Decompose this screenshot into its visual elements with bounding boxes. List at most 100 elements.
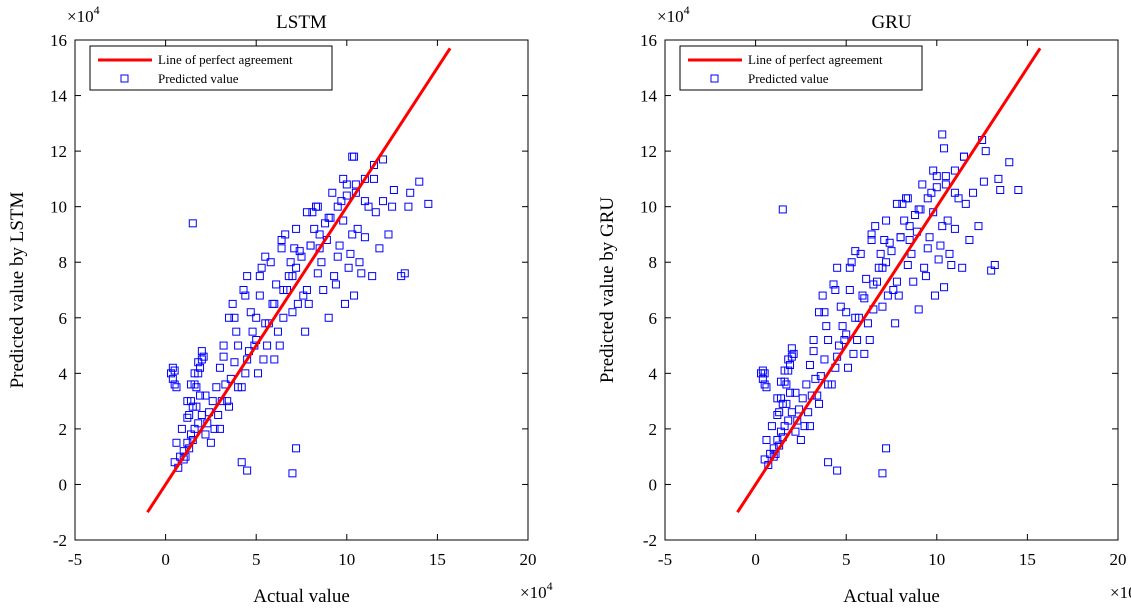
scatter-point	[351, 180, 360, 189]
scatter-point	[760, 380, 769, 389]
scatter-point	[215, 424, 224, 433]
scatter-point	[787, 344, 796, 353]
scatter-point	[237, 458, 246, 467]
y-tick-label: 16	[50, 31, 67, 50]
scatter-point	[257, 263, 266, 272]
scatter-point	[317, 258, 326, 267]
scatter-point	[769, 452, 778, 461]
scatter-point	[824, 380, 833, 389]
scatter-point	[815, 308, 824, 317]
y-tick-label: 10	[50, 198, 67, 217]
scatter-point	[981, 147, 990, 156]
y-tick-label: 8	[649, 253, 658, 272]
scatter-point	[201, 430, 210, 439]
scatter-point	[302, 208, 311, 217]
scatter-point	[313, 202, 322, 211]
scatter-point	[847, 258, 856, 267]
scatter-point	[243, 272, 252, 281]
scatter-point	[883, 291, 892, 300]
scatter-point	[969, 188, 978, 197]
scatter-point	[335, 241, 344, 250]
scatter-point	[281, 230, 290, 239]
scatter-point	[923, 194, 932, 203]
scatter-point	[344, 263, 353, 272]
scatter-point	[279, 313, 288, 322]
y-tick-label: 2	[649, 420, 658, 439]
scatter-point	[288, 469, 297, 478]
scatter-point	[355, 258, 364, 267]
scatter-point	[170, 366, 179, 375]
scatter-point	[415, 177, 424, 186]
scatter-point	[368, 272, 377, 281]
scatter-point	[288, 272, 297, 281]
scatter-point	[878, 469, 887, 478]
scatter-point	[941, 180, 950, 189]
x-tick-label: 20	[1110, 550, 1127, 569]
data-layer	[736, 47, 1042, 514]
legend-label-predicted: Predicted value	[158, 71, 239, 86]
scatter-point	[310, 224, 319, 233]
scatter-point	[201, 391, 210, 400]
y-tick-label: 4	[649, 364, 658, 383]
scatter-point	[892, 277, 901, 286]
y-tick-label: 12	[640, 142, 657, 161]
scatter-point	[892, 199, 901, 208]
scatter-point	[234, 341, 243, 350]
scatter-point	[959, 152, 968, 161]
scatter-point	[961, 199, 970, 208]
scatter-point	[404, 202, 413, 211]
scatter-point	[210, 424, 219, 433]
scatter-point	[789, 349, 798, 358]
scatter-point	[940, 144, 949, 153]
scatter-point	[862, 274, 871, 283]
y-scale-exponent: 4	[684, 3, 690, 17]
scatter-point	[914, 205, 923, 214]
scatter-point	[360, 197, 369, 206]
x-tick-label: 15	[1019, 550, 1036, 569]
scatter-point	[333, 202, 342, 211]
scatter-point	[214, 411, 223, 419]
reference-line	[736, 47, 1042, 514]
scatter-point	[196, 363, 205, 372]
scatter-point	[842, 308, 851, 317]
scatter-point	[780, 366, 789, 375]
scatter-point	[876, 249, 885, 258]
scatter-point	[938, 130, 947, 139]
scatter-point	[938, 222, 947, 231]
y-tick-label: 16	[640, 31, 657, 50]
scatter-point	[791, 388, 800, 397]
scatter-point	[929, 166, 938, 175]
scatter-point	[891, 319, 900, 328]
chart-title: LSTM	[276, 12, 327, 33]
scatter-point	[784, 416, 793, 425]
scatter-point	[232, 327, 241, 336]
y-axis-label: Predicted value by GRU	[597, 197, 618, 384]
legend: Line of perfect agreement Predicted value	[679, 45, 923, 91]
scatter-point	[215, 363, 224, 372]
scatter-point	[248, 327, 257, 336]
scatter-point	[369, 161, 378, 169]
scatter-point	[758, 374, 767, 383]
scatter-point	[762, 383, 771, 392]
x-tick-label: 5	[252, 550, 261, 569]
scatter-point	[762, 436, 771, 444]
scatter-point	[805, 361, 814, 369]
chart-title: GRU	[871, 12, 911, 33]
scatter-point	[840, 336, 849, 344]
scatter-point	[800, 422, 809, 431]
legend-marker-swatch	[710, 74, 719, 83]
scatter-point	[831, 286, 840, 294]
y-tick-label: 6	[649, 309, 658, 328]
scatter-point	[903, 261, 912, 269]
scatter-point	[941, 172, 950, 181]
scatter-point	[867, 230, 876, 239]
scatter-point	[974, 222, 983, 231]
scatter-point	[905, 222, 914, 231]
x-tick-label: 10	[928, 550, 945, 569]
scatter-point	[350, 291, 359, 300]
scatter-point	[225, 402, 234, 411]
scatter-point	[934, 255, 943, 264]
scatter-point	[333, 252, 342, 261]
scatter-point	[261, 319, 270, 328]
scatter-point	[301, 327, 310, 336]
